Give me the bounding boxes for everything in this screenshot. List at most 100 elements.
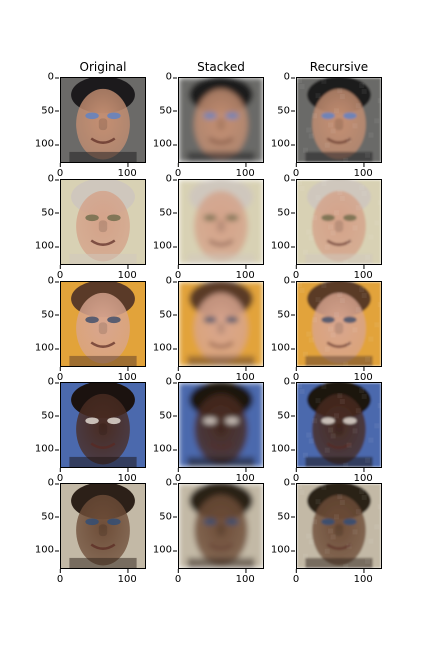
y-tick-label: 50	[41, 309, 59, 321]
y-tick-label: 50	[159, 207, 177, 219]
x-tick-label: 100	[353, 265, 373, 281]
x-tick-label: 100	[235, 367, 255, 383]
x-tick-label: 100	[353, 468, 373, 484]
panel-recursive-row-3: 0 50 100 0 100	[271, 276, 382, 383]
face-dark-original-image	[60, 382, 146, 468]
y-tick-label: 0	[165, 173, 178, 185]
y-tick-label: 100	[34, 443, 60, 455]
x-tick-label: 0	[174, 468, 182, 484]
face-glasses-stacked-image	[178, 281, 264, 367]
x-tick-label: 0	[292, 468, 300, 484]
x-tick-label: 0	[174, 367, 182, 383]
panel-recursive-row-4: 0 50 100 0 100	[271, 377, 382, 484]
panel-stacked-row-3: 0 50 100 0 100	[153, 276, 264, 383]
x-tick-label: 0	[292, 367, 300, 383]
face-sunglasses-recursive-image	[296, 77, 382, 163]
y-tick-label: 100	[270, 342, 296, 354]
y-tick-label: 50	[41, 511, 59, 523]
y-tick-label: 0	[283, 275, 296, 287]
panel-original-row-5: 0 50 100 0 100	[35, 478, 146, 585]
panel-original-row-2: 0 50 100 0 100	[35, 174, 146, 281]
face-officer-original-image	[60, 179, 146, 265]
x-tick-label: 100	[235, 163, 255, 179]
y-tick-label: 100	[270, 240, 296, 252]
x-tick-label: 100	[235, 265, 255, 281]
x-tick-label: 100	[117, 569, 137, 585]
face-dark-2-stacked-image	[178, 483, 264, 569]
x-tick-label: 100	[353, 163, 373, 179]
y-tick-label: 50	[277, 207, 295, 219]
x-tick-label: 100	[235, 569, 255, 585]
x-tick-label: 0	[56, 265, 64, 281]
y-tick-label: 100	[152, 544, 178, 556]
y-tick-label: 0	[47, 71, 60, 83]
y-tick-label: 0	[47, 477, 60, 489]
y-tick-label: 0	[283, 173, 296, 185]
face-sunglasses-stacked-image	[178, 77, 264, 163]
y-tick-label: 50	[41, 410, 59, 422]
x-tick-label: 100	[117, 468, 137, 484]
y-tick-label: 0	[283, 71, 296, 83]
x-tick-label: 100	[235, 468, 255, 484]
face-dark-stacked-image	[178, 382, 264, 468]
x-tick-label: 100	[353, 367, 373, 383]
y-tick-label: 50	[277, 511, 295, 523]
x-tick-label: 0	[56, 163, 64, 179]
y-tick-label: 100	[152, 240, 178, 252]
y-tick-label: 50	[277, 309, 295, 321]
y-tick-label: 100	[270, 138, 296, 150]
panel-stacked-row-1: 0 50 100 0 100	[153, 72, 264, 179]
panel-recursive-row-5: 0 50 100 0 100	[271, 478, 382, 585]
x-tick-label: 100	[353, 569, 373, 585]
x-tick-label: 0	[56, 468, 64, 484]
x-tick-label: 0	[174, 163, 182, 179]
x-tick-label: 0	[56, 569, 64, 585]
panel-original-row-4: 0 50 100 0 100	[35, 377, 146, 484]
y-tick-label: 50	[41, 105, 59, 117]
y-tick-label: 0	[47, 275, 60, 287]
y-tick-label: 100	[270, 443, 296, 455]
y-tick-label: 50	[41, 207, 59, 219]
y-tick-label: 0	[165, 71, 178, 83]
y-tick-label: 50	[159, 309, 177, 321]
y-tick-label: 0	[47, 173, 60, 185]
y-tick-label: 100	[152, 443, 178, 455]
y-tick-label: 0	[47, 376, 60, 388]
panel-stacked-row-5: 0 50 100 0 100	[153, 478, 264, 585]
panel-recursive-row-1: 0 50 100 0 100	[271, 72, 382, 179]
y-tick-label: 0	[165, 477, 178, 489]
x-tick-label: 100	[117, 367, 137, 383]
y-tick-label: 50	[277, 410, 295, 422]
x-tick-label: 0	[56, 367, 64, 383]
y-tick-label: 50	[159, 511, 177, 523]
panel-stacked-row-4: 0 50 100 0 100	[153, 377, 264, 484]
face-glasses-original-image	[60, 281, 146, 367]
y-tick-label: 50	[159, 105, 177, 117]
y-tick-label: 100	[34, 138, 60, 150]
x-tick-label: 0	[292, 265, 300, 281]
face-dark-2-original-image	[60, 483, 146, 569]
y-tick-label: 0	[283, 376, 296, 388]
panel-recursive-row-2: 0 50 100 0 100	[271, 174, 382, 281]
y-tick-label: 0	[165, 275, 178, 287]
panel-original-row-3: 0 50 100 0 100	[35, 276, 146, 383]
face-dark-recursive-image	[296, 382, 382, 468]
y-tick-label: 0	[283, 477, 296, 489]
panel-original-row-1: 0 50 100 0 100	[35, 72, 146, 179]
x-tick-label: 100	[117, 265, 137, 281]
y-tick-label: 100	[34, 544, 60, 556]
x-tick-label: 0	[292, 569, 300, 585]
column-title-recursive: Recursive	[309, 60, 369, 74]
x-tick-label: 0	[174, 265, 182, 281]
face-sunglasses-original-image	[60, 77, 146, 163]
y-tick-label: 100	[270, 544, 296, 556]
y-tick-label: 100	[152, 342, 178, 354]
face-dark-2-recursive-image	[296, 483, 382, 569]
y-tick-label: 100	[152, 138, 178, 150]
column-title-original: Original	[79, 60, 127, 74]
face-glasses-recursive-image	[296, 281, 382, 367]
y-tick-label: 50	[277, 105, 295, 117]
panel-stacked-row-2: 0 50 100 0 100	[153, 174, 264, 281]
column-title-stacked: Stacked	[197, 60, 245, 74]
